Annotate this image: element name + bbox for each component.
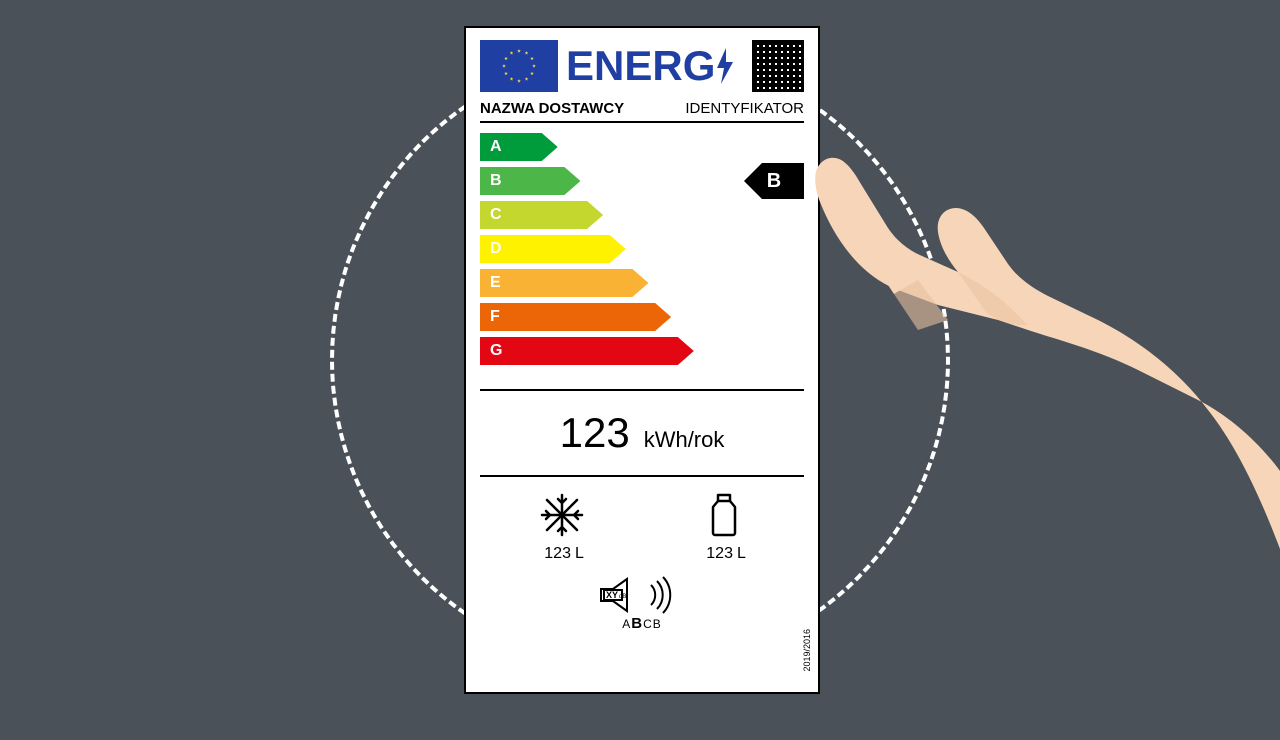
eu-flag-icon: [480, 40, 558, 92]
speaker-icon: XY dB: [597, 575, 687, 615]
energy-label: ENERG NAZWA DOSTAWCY IDENTYFIKATOR ABCDE…: [464, 26, 820, 694]
scale-arrow-C: C: [480, 201, 603, 229]
scale-arrow-D: D: [480, 235, 626, 263]
supplier-row: NAZWA DOSTAWCY IDENTYFIKATOR: [480, 94, 804, 123]
noise-row: XY dB ABCB: [480, 571, 804, 634]
scale-row-D: D: [480, 235, 804, 263]
scale-row-G: G: [480, 337, 804, 365]
energy-title: ENERG: [566, 42, 744, 90]
noise-class-scale: ABCB: [622, 615, 662, 632]
scale-arrow-F: F: [480, 303, 671, 331]
fridge-value: 123L: [702, 545, 746, 563]
snowflake-icon: [538, 491, 586, 539]
model-identifier: IDENTYFIKATOR: [685, 100, 804, 117]
consumption-value: 123: [560, 409, 630, 457]
scale-arrow-A: A: [480, 133, 558, 161]
scale-row-C: C: [480, 201, 804, 229]
noise-db-text: XY: [606, 590, 618, 600]
bottle-icon: [705, 491, 743, 539]
scale-arrow-B: B: [480, 167, 580, 195]
scale-row-E: E: [480, 269, 804, 297]
svg-text:dB: dB: [619, 594, 626, 600]
supplier-name: NAZWA DOSTAWCY: [480, 100, 624, 117]
freezer-value: 123L: [540, 545, 584, 563]
scale-row-A: A: [480, 133, 804, 161]
capacity-row: 123L 123L: [480, 477, 804, 571]
consumption-row: 123 kWh/rok: [480, 391, 804, 477]
freezer-block: 123L: [538, 491, 586, 563]
scale-row-F: F: [480, 303, 804, 331]
scale-arrow-G: G: [480, 337, 694, 365]
label-header: ENERG: [480, 38, 804, 94]
bolt-icon: [715, 48, 735, 84]
efficiency-scale: ABCDEFGB: [480, 123, 804, 391]
fridge-block: 123L: [702, 491, 746, 563]
pointing-hand-icon: [798, 140, 1280, 740]
scale-arrow-E: E: [480, 269, 648, 297]
energy-title-text: ENERG: [566, 42, 715, 90]
consumption-unit: kWh/rok: [644, 427, 725, 453]
qr-code-icon: [752, 40, 804, 92]
